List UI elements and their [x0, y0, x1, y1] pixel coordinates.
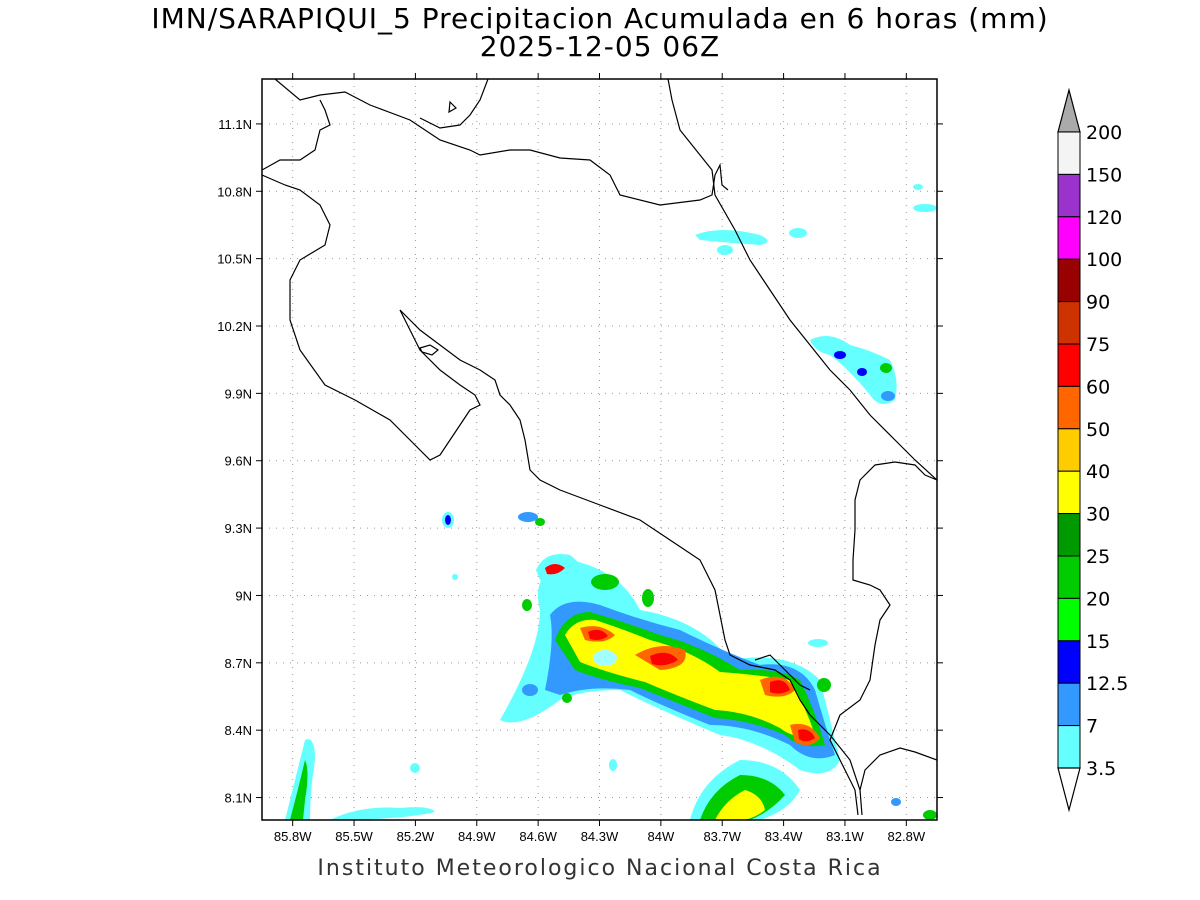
x-tick-label: 84.6W	[519, 829, 557, 844]
colorbar-label: 150	[1086, 164, 1122, 186]
colorbar-segment	[1057, 682, 1081, 727]
coastlines	[262, 79, 937, 816]
map-title: IMN/SARAPIQUI_5 Precipitacion Acumulada …	[151, 2, 1049, 35]
x-tick-label: 85.5W	[335, 829, 373, 844]
colorbar-label: 100	[1086, 249, 1122, 271]
colorbar-label: 50	[1086, 419, 1110, 441]
y-tick-label: 9.6N	[225, 454, 252, 469]
colorbar-label: 25	[1086, 546, 1110, 568]
colorbar-label: 120	[1086, 207, 1122, 229]
y-tick-label: 10.8N	[217, 184, 252, 199]
y-tick-label: 10.2N	[217, 319, 252, 334]
colorbar-label: 7	[1086, 716, 1098, 738]
precipitation-field	[285, 184, 937, 820]
rain-sw-band	[285, 739, 315, 820]
rain-ne-cluster	[810, 336, 897, 404]
colorbar-segment	[1057, 428, 1081, 472]
x-tick-label: 82.8W	[888, 829, 926, 844]
colorbar-segment	[1057, 385, 1081, 430]
colorbar: 200 150 120 100 90 75 60 50 40 30 25 20 15 12.5 7 3.5	[1057, 87, 1128, 813]
colorbar-label: 90	[1086, 292, 1110, 314]
y-tick-label: 8.1N	[225, 791, 252, 806]
x-tick-label: 84W	[647, 829, 674, 844]
colorbar-segment	[1057, 597, 1081, 642]
rain-band-orange	[580, 626, 820, 746]
x-tick-label: 84.9W	[458, 829, 496, 844]
colorbar-segment	[1057, 258, 1081, 303]
colorbar-segment	[1057, 216, 1081, 260]
x-tick-label: 83.7W	[703, 829, 741, 844]
y-tick-label: 9N	[235, 588, 252, 603]
colorbar-label: 12.5	[1086, 673, 1128, 695]
colorbar-segment	[1057, 725, 1081, 769]
map-datetime: 2025-12-05 06Z	[479, 30, 721, 63]
x-tick-label: 83.1W	[826, 829, 864, 844]
colorbar-label: 20	[1086, 588, 1110, 610]
colorbar-segment	[1057, 173, 1081, 218]
colorbar-label: 60	[1086, 376, 1110, 398]
colorbar-segment	[1057, 555, 1081, 599]
colorbar-segment	[1057, 640, 1081, 684]
x-tick-label: 85.2W	[397, 829, 435, 844]
colorbar-segment	[1057, 343, 1081, 387]
colorbar-under-arrow	[1057, 767, 1081, 813]
y-tick-label: 8.7N	[225, 656, 252, 671]
colorbar-label: 200	[1086, 122, 1122, 144]
y-tick-label: 9.3N	[225, 521, 252, 536]
colorbar-label: 3.5	[1086, 758, 1116, 780]
grid-lines	[262, 79, 937, 820]
map-area	[262, 79, 937, 820]
footer-credit: Instituto Meteorologico Nacional Costa R…	[317, 856, 883, 881]
rain-band-yellow	[565, 619, 815, 737]
colorbar-label: 15	[1086, 631, 1110, 653]
colorbar-segment	[1057, 513, 1081, 557]
colorbar-segment	[1057, 131, 1081, 175]
y-tick-label: 8.4N	[225, 723, 252, 738]
x-tick-label: 83.4W	[765, 829, 803, 844]
colorbar-label: 75	[1086, 334, 1110, 356]
axis-ticks: 85.8W 85.5W 85.2W 84.9W 84.6W 84.3W 84W 83.7W 83…	[217, 73, 943, 844]
x-tick-label: 85.8W	[274, 829, 312, 844]
colorbar-over-arrow	[1057, 87, 1081, 133]
y-tick-label: 9.9N	[225, 386, 252, 401]
rain-north-coast	[695, 230, 768, 245]
colorbar-segment	[1057, 301, 1081, 345]
colorbar-segment	[1057, 470, 1081, 515]
colorbar-label: 30	[1086, 504, 1110, 526]
colorbar-label: 40	[1086, 461, 1110, 483]
y-tick-label: 11.1N	[218, 117, 252, 132]
y-tick-label: 10.5N	[217, 252, 252, 267]
x-tick-label: 84.3W	[581, 829, 619, 844]
